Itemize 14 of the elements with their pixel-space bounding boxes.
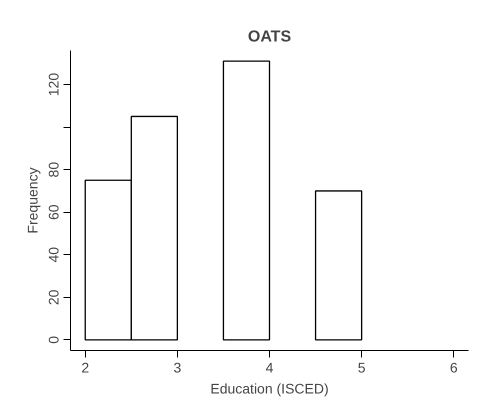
x-tick-label: 2 xyxy=(81,360,90,376)
y-tick-label: 60 xyxy=(46,204,62,220)
y-axis-title: Frequency xyxy=(24,167,40,234)
chart-title: OATS xyxy=(248,28,292,46)
y-tick-label: 0 xyxy=(46,336,62,344)
x-tick-label: 4 xyxy=(266,360,274,376)
x-tick-label: 6 xyxy=(450,360,458,376)
y-tick-label: 20 xyxy=(46,289,62,306)
x-tick-label: 3 xyxy=(173,360,182,376)
y-tick-label: 40 xyxy=(46,246,62,263)
y-tick-label: 120 xyxy=(46,72,62,96)
x-axis-title: Education (ISCED) xyxy=(210,380,329,396)
y-tick-label: 80 xyxy=(46,162,62,178)
x-tick-label: 5 xyxy=(358,360,366,376)
